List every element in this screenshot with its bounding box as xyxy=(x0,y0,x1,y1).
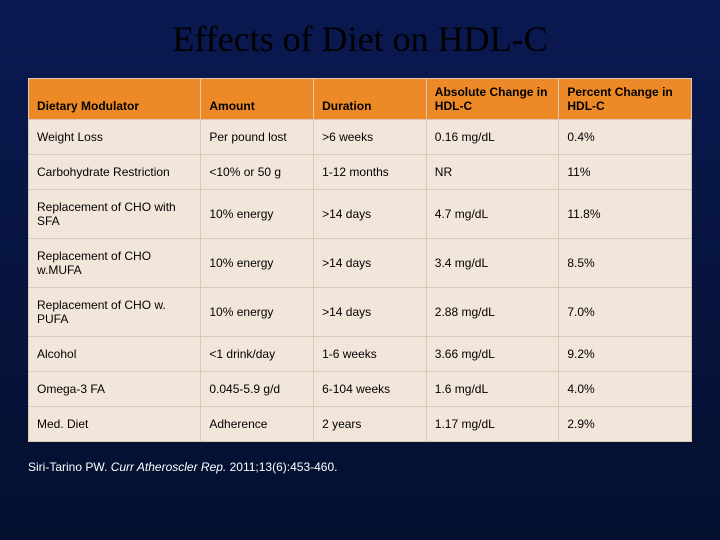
table-row: Replacement of CHO w. PUFA10% energy>14 … xyxy=(29,288,692,337)
table-cell: 10% energy xyxy=(201,288,314,337)
table-cell: <10% or 50 g xyxy=(201,155,314,190)
table-cell: >14 days xyxy=(314,190,427,239)
table-cell: 2.88 mg/dL xyxy=(426,288,559,337)
table-cell: 1-12 months xyxy=(314,155,427,190)
table-cell: 4.0% xyxy=(559,372,692,407)
table-cell: Omega-3 FA xyxy=(29,372,201,407)
table-cell: 10% energy xyxy=(201,190,314,239)
table-row: Carbohydrate Restriction<10% or 50 g1-12… xyxy=(29,155,692,190)
table-cell: 8.5% xyxy=(559,239,692,288)
citation-journal: Curr Atheroscler Rep. xyxy=(111,460,227,474)
table-cell: 1.6 mg/dL xyxy=(426,372,559,407)
table-header-cell: Duration xyxy=(314,79,427,120)
table-container: Dietary ModulatorAmountDurationAbsolute … xyxy=(28,78,692,442)
table-cell: 1-6 weeks xyxy=(314,337,427,372)
table-cell: 0.045-5.9 g/d xyxy=(201,372,314,407)
table-cell: <1 drink/day xyxy=(201,337,314,372)
table-cell: >6 weeks xyxy=(314,120,427,155)
citation-rest: 2011;13(6):453-460. xyxy=(226,460,337,474)
table-cell: Adherence xyxy=(201,407,314,442)
table-cell: 2.9% xyxy=(559,407,692,442)
table-cell: 3.66 mg/dL xyxy=(426,337,559,372)
table-cell: 2 years xyxy=(314,407,427,442)
table-row: Med. DietAdherence2 years1.17 mg/dL2.9% xyxy=(29,407,692,442)
table-row: Weight LossPer pound lost>6 weeks0.16 mg… xyxy=(29,120,692,155)
table-header-cell: Percent Change in HDL-C xyxy=(559,79,692,120)
citation-author: Siri-Tarino PW. xyxy=(28,460,111,474)
table-cell: 0.16 mg/dL xyxy=(426,120,559,155)
table-header-cell: Dietary Modulator xyxy=(29,79,201,120)
table-cell: Replacement of CHO with SFA xyxy=(29,190,201,239)
table-cell: 4.7 mg/dL xyxy=(426,190,559,239)
table-cell: Weight Loss xyxy=(29,120,201,155)
table-cell: Carbohydrate Restriction xyxy=(29,155,201,190)
citation: Siri-Tarino PW. Curr Atheroscler Rep. 20… xyxy=(28,460,692,474)
hdl-table: Dietary ModulatorAmountDurationAbsolute … xyxy=(28,78,692,442)
table-cell: NR xyxy=(426,155,559,190)
table-header-cell: Amount xyxy=(201,79,314,120)
table-cell: 9.2% xyxy=(559,337,692,372)
table-cell: >14 days xyxy=(314,288,427,337)
table-body: Weight LossPer pound lost>6 weeks0.16 mg… xyxy=(29,120,692,442)
table-cell: Replacement of CHO w.MUFA xyxy=(29,239,201,288)
table-row: Alcohol<1 drink/day1-6 weeks3.66 mg/dL9.… xyxy=(29,337,692,372)
table-cell: 7.0% xyxy=(559,288,692,337)
table-cell: 0.4% xyxy=(559,120,692,155)
slide-title: Effects of Diet on HDL-C xyxy=(0,0,720,78)
table-cell: >14 days xyxy=(314,239,427,288)
table-cell: Alcohol xyxy=(29,337,201,372)
table-cell: 1.17 mg/dL xyxy=(426,407,559,442)
table-cell: 3.4 mg/dL xyxy=(426,239,559,288)
table-cell: 11% xyxy=(559,155,692,190)
table-cell: 10% energy xyxy=(201,239,314,288)
table-row: Replacement of CHO w.MUFA10% energy>14 d… xyxy=(29,239,692,288)
table-cell: 6-104 weeks xyxy=(314,372,427,407)
table-cell: Med. Diet xyxy=(29,407,201,442)
table-row: Omega-3 FA0.045-5.9 g/d6-104 weeks1.6 mg… xyxy=(29,372,692,407)
table-cell: 11.8% xyxy=(559,190,692,239)
table-header-row: Dietary ModulatorAmountDurationAbsolute … xyxy=(29,79,692,120)
table-cell: Per pound lost xyxy=(201,120,314,155)
table-row: Replacement of CHO with SFA10% energy>14… xyxy=(29,190,692,239)
table-header-cell: Absolute Change in HDL-C xyxy=(426,79,559,120)
table-cell: Replacement of CHO w. PUFA xyxy=(29,288,201,337)
